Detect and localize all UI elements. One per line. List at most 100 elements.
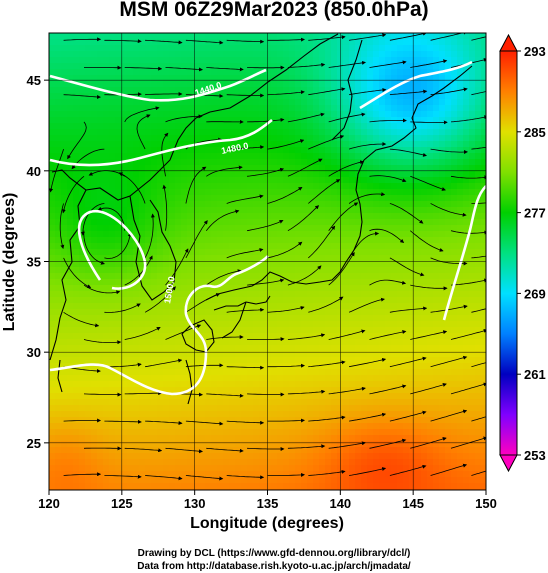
streamline xyxy=(185,420,224,426)
streamline xyxy=(267,90,305,96)
streamline xyxy=(308,415,346,422)
streamline xyxy=(287,112,325,123)
streamline xyxy=(247,337,285,342)
streamline xyxy=(389,89,428,96)
streamline xyxy=(124,255,153,286)
streamline xyxy=(450,382,486,395)
x-tick-label: 145 xyxy=(402,496,424,511)
streamline xyxy=(206,447,244,453)
streamline xyxy=(49,148,64,193)
streamline xyxy=(144,213,155,259)
coastlines xyxy=(49,33,473,405)
streamline xyxy=(226,475,265,480)
streamline xyxy=(226,365,265,370)
streamline xyxy=(410,284,448,291)
streamline xyxy=(63,418,102,423)
streamline xyxy=(83,284,121,295)
plot-area: 1440.0 1480.0 1500.0 xyxy=(49,33,486,490)
streamline xyxy=(430,304,468,313)
streamline xyxy=(349,467,387,476)
streamline xyxy=(226,145,265,150)
streamline xyxy=(83,339,122,345)
x-tick-label: 125 xyxy=(111,496,133,511)
streamline xyxy=(226,93,265,98)
streamline xyxy=(369,175,407,183)
streamline xyxy=(348,141,387,150)
streamline xyxy=(124,391,163,396)
streamline xyxy=(67,121,87,160)
credit-drawing: Drawing by DCL (https://www.gfd-dennou.o… xyxy=(137,548,411,559)
colorbar-body xyxy=(499,50,518,456)
streamline xyxy=(389,148,427,157)
streamline xyxy=(145,39,183,45)
streamline xyxy=(287,62,326,68)
colorbar: 293 285 277 269 261 253 xyxy=(499,33,546,473)
streamline xyxy=(206,335,244,340)
credit-data: Data from http://database.rish.kyoto-u.a… xyxy=(137,561,411,572)
streamline xyxy=(206,269,242,286)
streamline xyxy=(124,66,163,71)
colorbar-tick-label: 277 xyxy=(524,206,546,221)
streamline xyxy=(308,225,336,259)
streamline xyxy=(267,363,305,368)
streamline xyxy=(471,91,486,96)
streamline xyxy=(185,220,208,259)
streamline xyxy=(349,87,387,96)
streamline xyxy=(308,87,346,96)
x-axis-label: Longitude (degrees) xyxy=(190,515,344,532)
streamline xyxy=(471,146,486,150)
x-tick-label: 130 xyxy=(184,496,206,511)
streamline xyxy=(267,139,305,150)
streamline xyxy=(145,420,183,426)
streamline xyxy=(63,472,102,477)
streamline xyxy=(124,327,161,340)
streamline xyxy=(104,303,141,313)
streamline xyxy=(144,286,176,313)
streamline xyxy=(104,419,142,424)
streamline xyxy=(430,463,468,476)
y-axis-label: Latitude (degrees) xyxy=(1,193,18,332)
streamline xyxy=(308,179,341,204)
streamline xyxy=(328,441,366,449)
streamline xyxy=(348,192,386,204)
streamline xyxy=(369,330,407,340)
streamline xyxy=(328,160,365,177)
streamline xyxy=(471,470,486,476)
streamline xyxy=(328,112,366,123)
contour-label-1500: 1500.0 xyxy=(162,275,177,304)
streamline xyxy=(267,241,303,259)
streamline xyxy=(450,175,486,180)
streamline xyxy=(410,230,444,252)
streamline xyxy=(124,106,160,123)
streamline xyxy=(226,39,265,44)
streamline xyxy=(247,278,285,286)
streamline xyxy=(308,296,344,313)
streamline xyxy=(450,329,486,340)
streamline xyxy=(287,389,326,395)
streamline xyxy=(247,117,285,123)
streamline xyxy=(308,134,345,150)
streamline xyxy=(349,33,387,41)
streamline xyxy=(430,87,468,96)
streamline xyxy=(471,416,486,422)
streamline xyxy=(145,92,183,96)
streamline xyxy=(206,165,243,177)
streamline xyxy=(389,203,424,224)
streamline xyxy=(471,308,486,313)
streamline xyxy=(205,209,240,231)
streamline xyxy=(349,412,387,422)
streamline xyxy=(471,362,486,368)
streamline xyxy=(63,37,102,42)
colorbar-tick-label: 269 xyxy=(524,286,546,301)
streamline xyxy=(308,35,346,41)
streamline xyxy=(328,252,355,286)
colorbar-ticks: 293 285 277 269 261 253 xyxy=(517,44,546,463)
streamline xyxy=(369,228,405,244)
map-title: MSM 06Z29Mar2023 (850.0hPa) xyxy=(119,0,429,21)
y-axis: 25 30 35 40 45 xyxy=(27,73,49,451)
streamline xyxy=(161,132,169,177)
streamline xyxy=(59,203,65,249)
grid-lines xyxy=(49,33,486,490)
streamline xyxy=(226,420,265,425)
colorbar-tick-label: 293 xyxy=(524,44,546,59)
